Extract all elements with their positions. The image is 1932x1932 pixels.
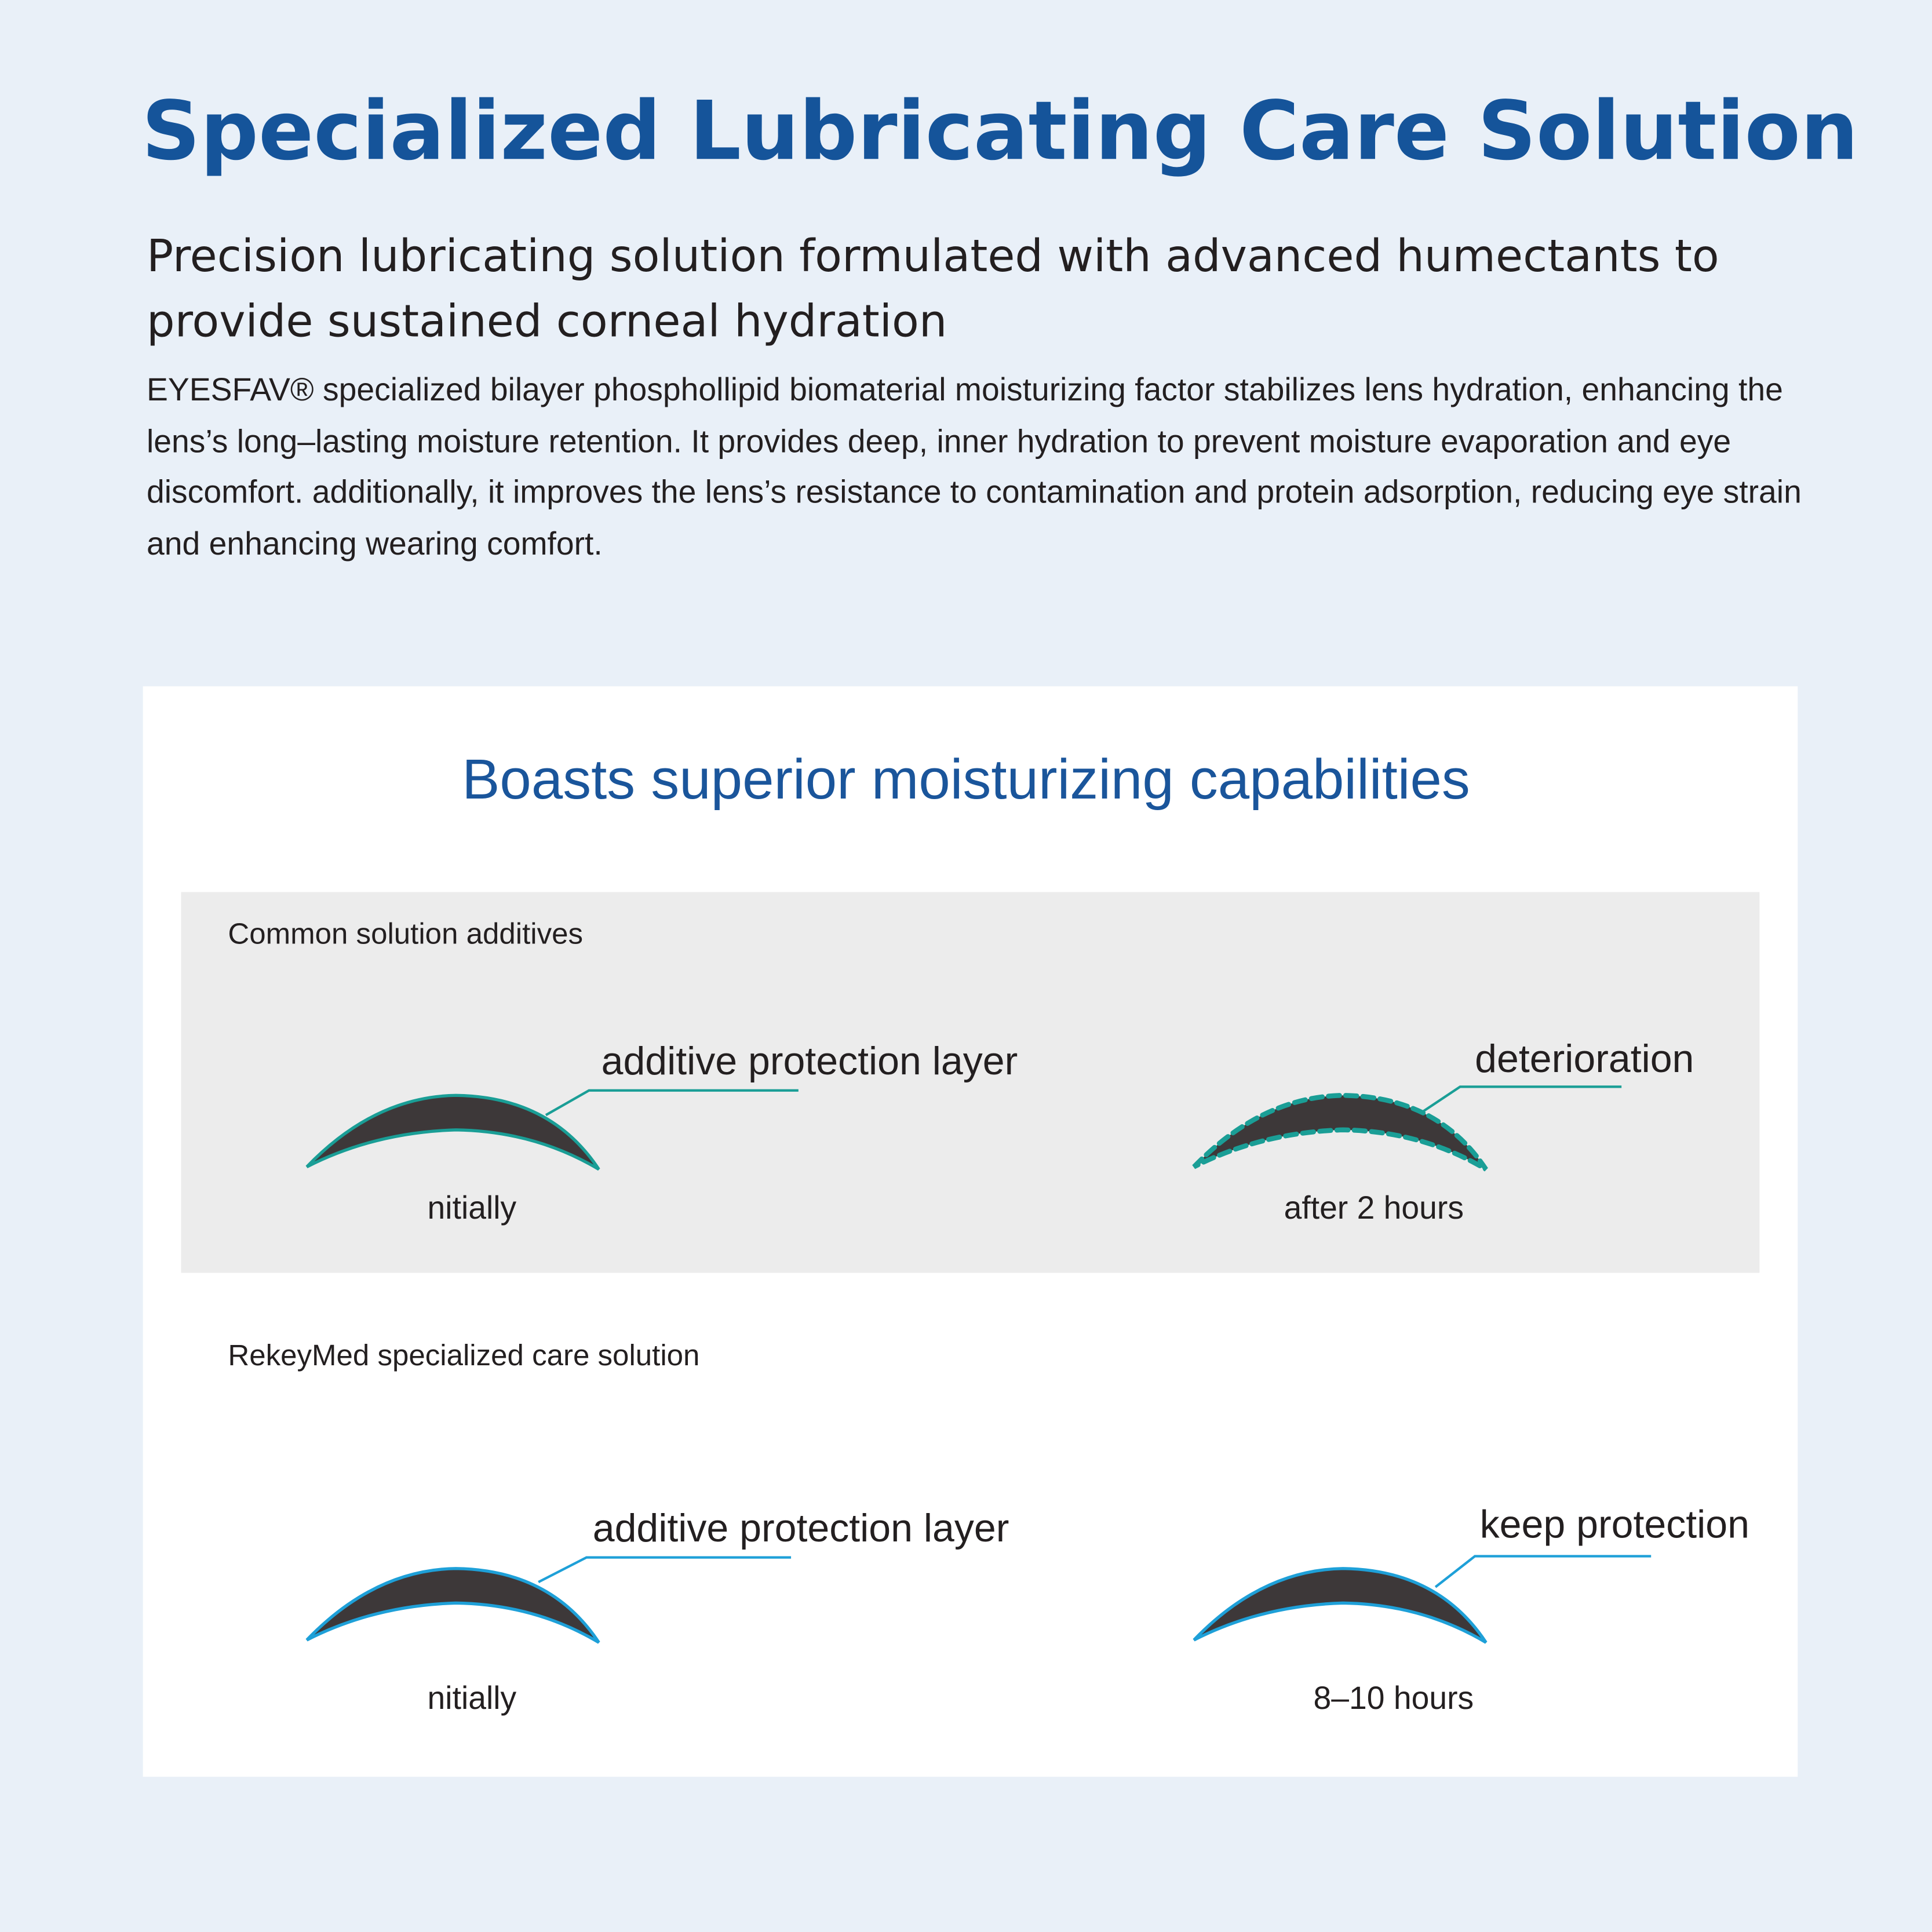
card-title: Boasts superior moisturizing capabilitie…	[462, 746, 1470, 811]
description-text: EYESFAV® specialized bilayer phosphollip…	[147, 371, 1802, 562]
lens-rekeymed-protected	[1194, 1569, 1486, 1643]
annotation-keep-protection: keep protection	[1479, 1501, 1749, 1547]
leader-line	[545, 1089, 799, 1117]
caption-after-2-hours: after 2 hours	[1284, 1189, 1464, 1226]
caption-initially: nitially	[427, 1189, 517, 1226]
common-solution-panel	[181, 892, 1760, 1273]
annotation-additive-layer: additive protection layer	[601, 1038, 1018, 1084]
annotation-deterioration: deterioration	[1475, 1036, 1694, 1081]
leader-line	[1434, 1555, 1652, 1588]
lens-common-initial	[307, 1095, 599, 1169]
page-title: Specialized Lubricating Care Solution	[141, 83, 1858, 179]
caption-initially: nitially	[427, 1679, 517, 1716]
lens-rekeymed-initial	[307, 1569, 599, 1643]
leader-line	[538, 1556, 792, 1584]
page-subtitle: Precision lubricating solution formulate…	[147, 231, 1719, 348]
lens-common-deteriorated	[1194, 1095, 1486, 1169]
leader-line	[1422, 1085, 1622, 1113]
rekeymed-section-label: RekeyMed specialized care solution	[228, 1339, 700, 1373]
common-section-label: Common solution additives	[228, 918, 584, 952]
caption-8-10-hours: 8–10 hours	[1313, 1679, 1474, 1716]
annotation-additive-layer: additive protection layer	[592, 1505, 1009, 1550]
